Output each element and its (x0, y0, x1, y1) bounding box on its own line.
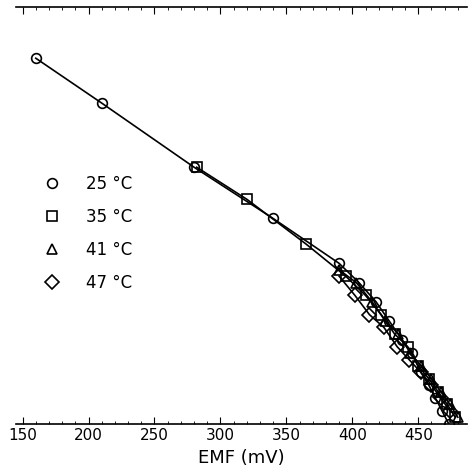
Legend: 25 °C, 35 °C, 41 °C, 47 °C: 25 °C, 35 °C, 41 °C, 47 °C (29, 168, 138, 299)
X-axis label: EMF (mV): EMF (mV) (198, 449, 285, 467)
